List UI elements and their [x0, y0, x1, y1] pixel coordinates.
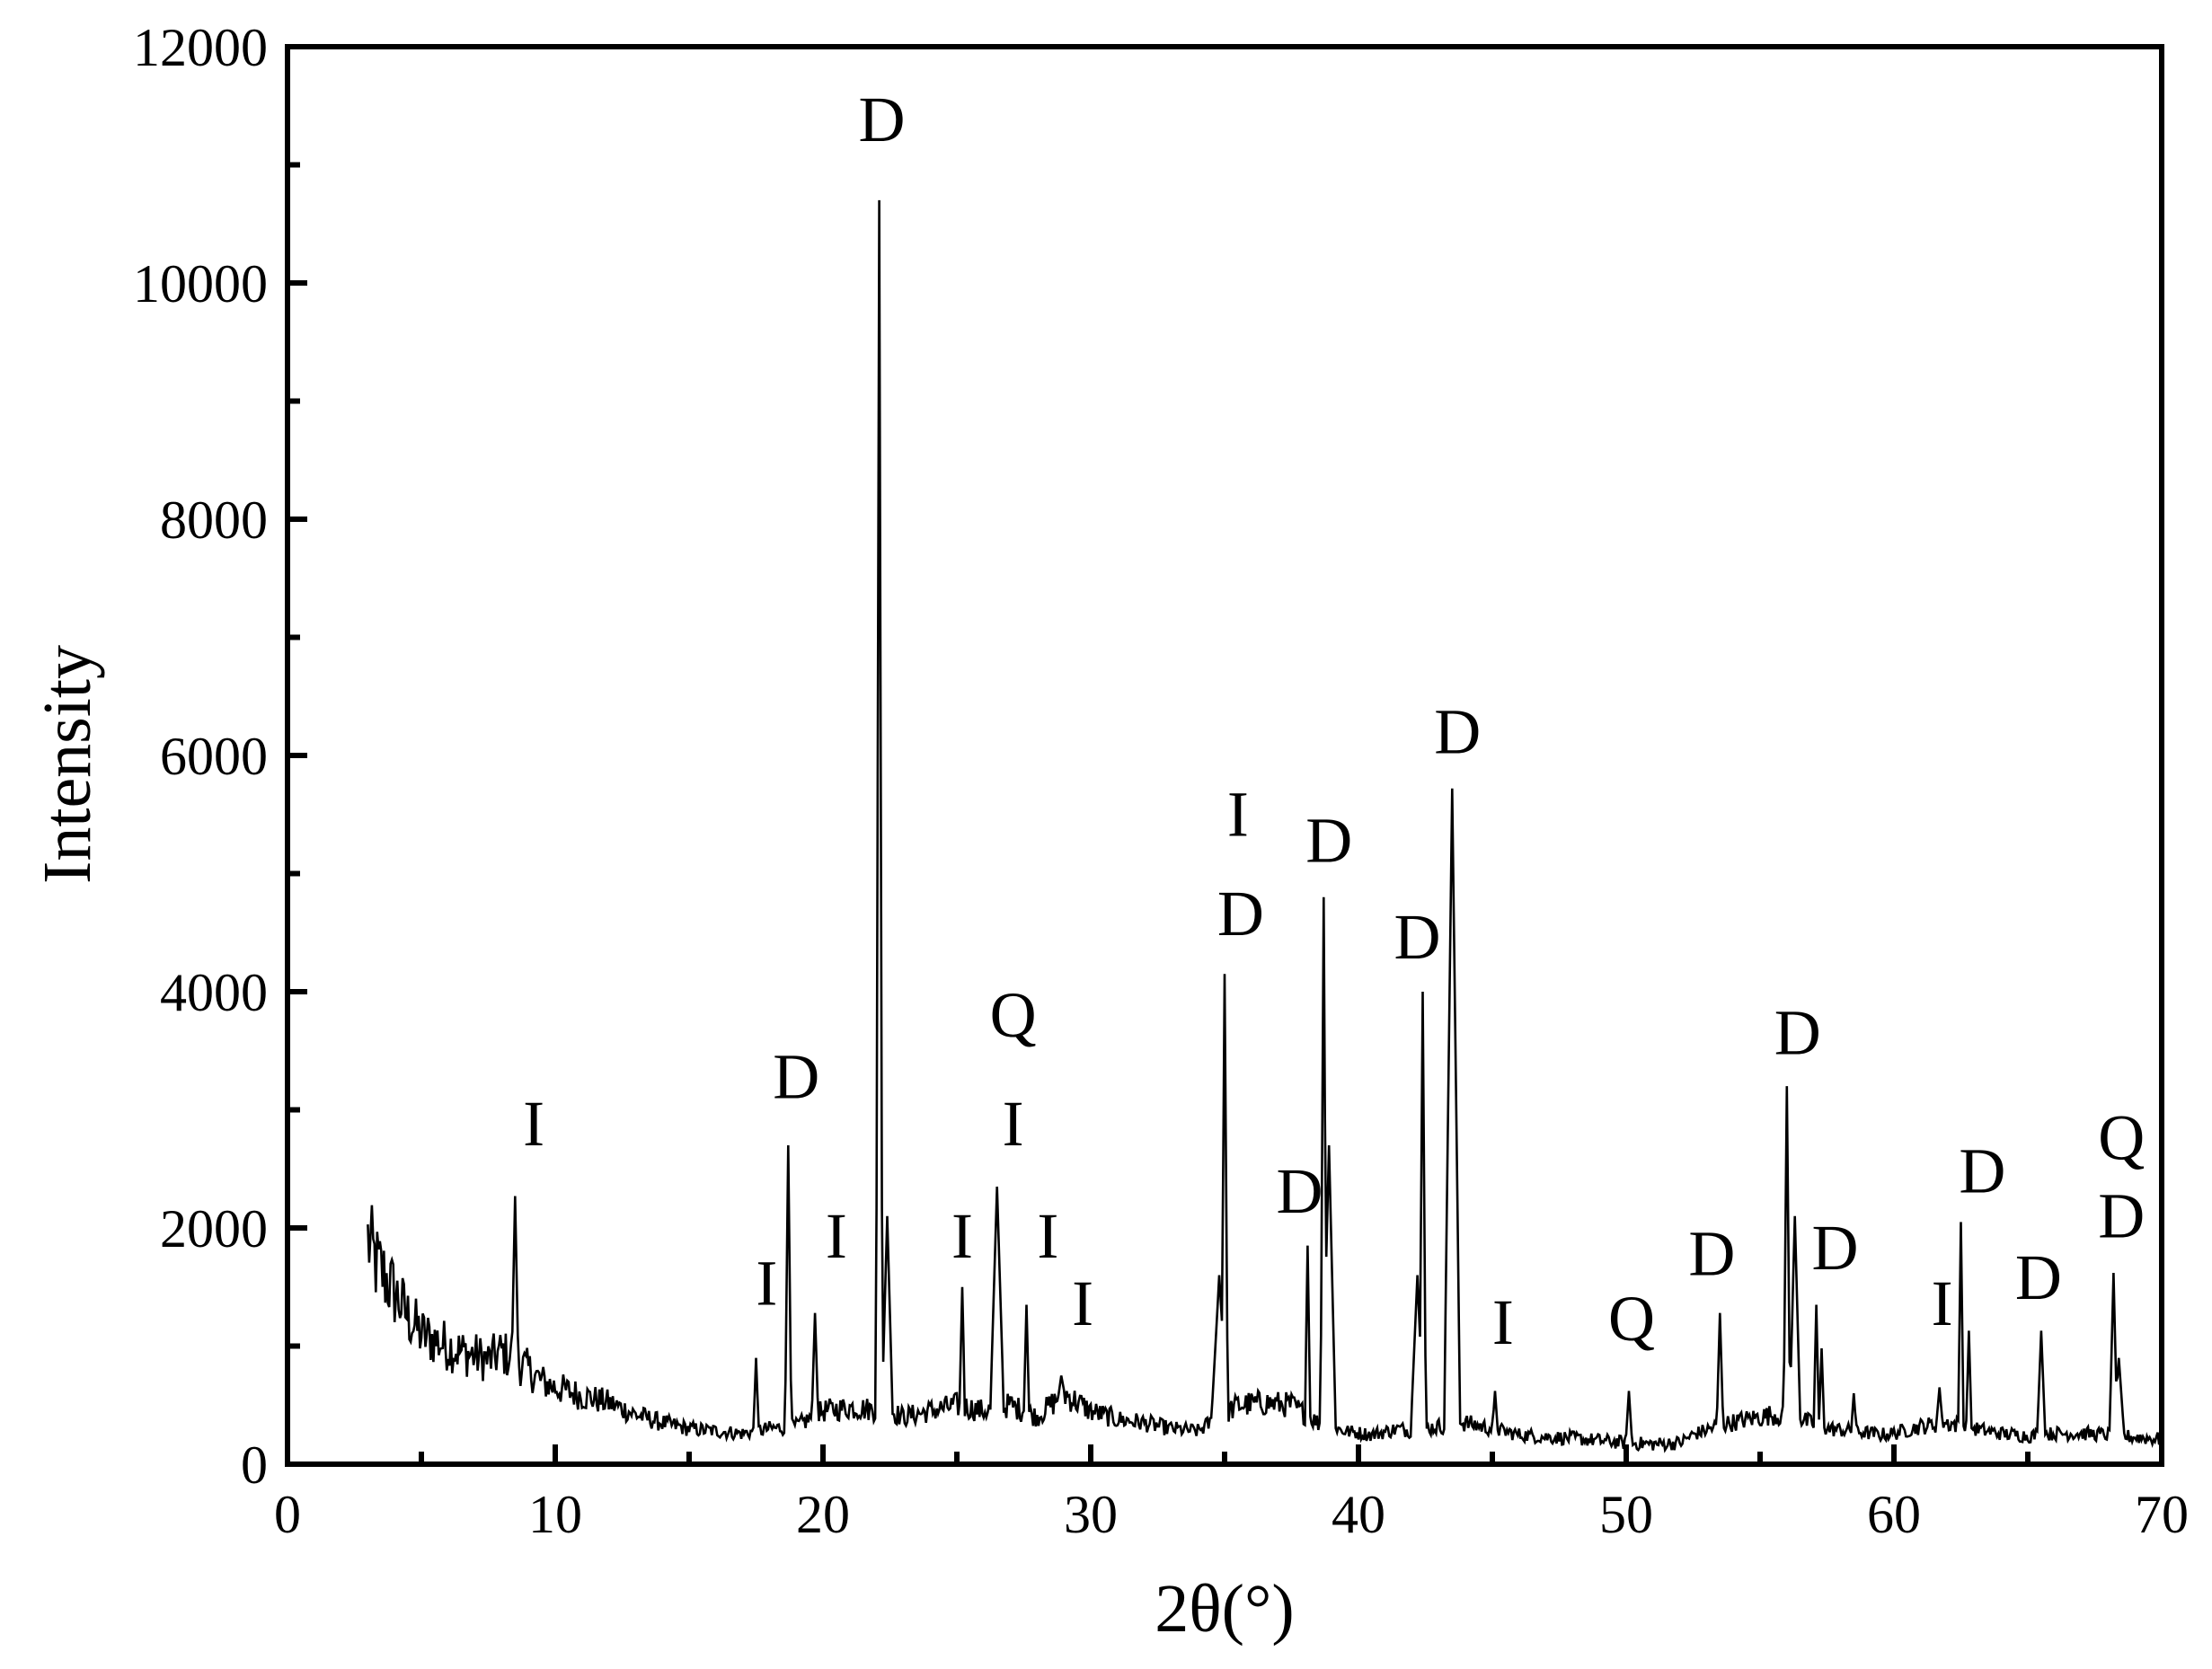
- y-tick-label: 6000: [160, 727, 268, 786]
- peak-label-d: D: [859, 84, 906, 155]
- peak-label-d: D: [1217, 878, 1264, 949]
- peak-label-q: Q: [1608, 1283, 1655, 1355]
- peak-label-d: D: [1394, 901, 1441, 973]
- peak-label-d: D: [773, 1040, 819, 1112]
- peak-label-i: I: [1932, 1267, 1953, 1339]
- peak-label-d: D: [2015, 1241, 2062, 1313]
- peak-label-q: Q: [2098, 1102, 2145, 1174]
- x-tick-label: 40: [1332, 1485, 1385, 1544]
- plot-frame: [285, 44, 2164, 1467]
- peak-label-d: D: [1434, 695, 1481, 767]
- y-axis: 0 2000 4000 6000 8000 10000 12000: [133, 18, 307, 1495]
- peak-label-d: D: [1959, 1135, 2005, 1207]
- y-tick-label: 8000: [160, 490, 268, 550]
- x-tick-label: 50: [1599, 1485, 1653, 1544]
- x-tick-label: 10: [528, 1485, 582, 1544]
- peak-label-i: I: [951, 1200, 973, 1272]
- peak-label-i: I: [826, 1200, 847, 1272]
- y-axis-title: Intensity: [30, 645, 105, 884]
- peak-label-i: I: [523, 1088, 544, 1160]
- peak-label-d: D: [2098, 1180, 2145, 1252]
- y-tick-label: 10000: [133, 254, 268, 313]
- x-axis-title: 2θ(°): [1155, 1571, 1294, 1647]
- y-tick-label: 0: [241, 1435, 268, 1495]
- x-tick-label: 60: [1867, 1485, 1921, 1544]
- x-tick-label: 30: [1064, 1485, 1118, 1544]
- x-tick-label: 20: [796, 1485, 850, 1544]
- peak-label-q: Q: [990, 979, 1037, 1051]
- peak-label-d: D: [1688, 1218, 1735, 1290]
- y-tick-label: 12000: [133, 18, 268, 77]
- peak-label-i: I: [1037, 1200, 1058, 1272]
- peak-label-i: I: [1492, 1286, 1514, 1358]
- peak-label-d: D: [1811, 1212, 1858, 1284]
- peak-label-i: I: [1003, 1088, 1024, 1160]
- peak-label-d: D: [1276, 1155, 1323, 1227]
- y-tick-label: 2000: [160, 1199, 268, 1258]
- peak-label-i: I: [1227, 778, 1249, 850]
- x-axis: 0 10 20 30 40 50 60 70: [274, 1444, 2189, 1544]
- x-tick-label: 70: [2135, 1485, 2189, 1544]
- peak-label-d: D: [1774, 997, 1821, 1069]
- peak-label-d: D: [1305, 804, 1352, 876]
- y-tick-label: 4000: [160, 963, 268, 1022]
- peak-label-i: I: [1072, 1267, 1093, 1339]
- series-line-xrd-pattern: [367, 199, 2163, 1453]
- x-tick-label: 0: [274, 1485, 301, 1544]
- peak-label-i: I: [756, 1247, 777, 1319]
- plot-area: [285, 44, 2164, 1467]
